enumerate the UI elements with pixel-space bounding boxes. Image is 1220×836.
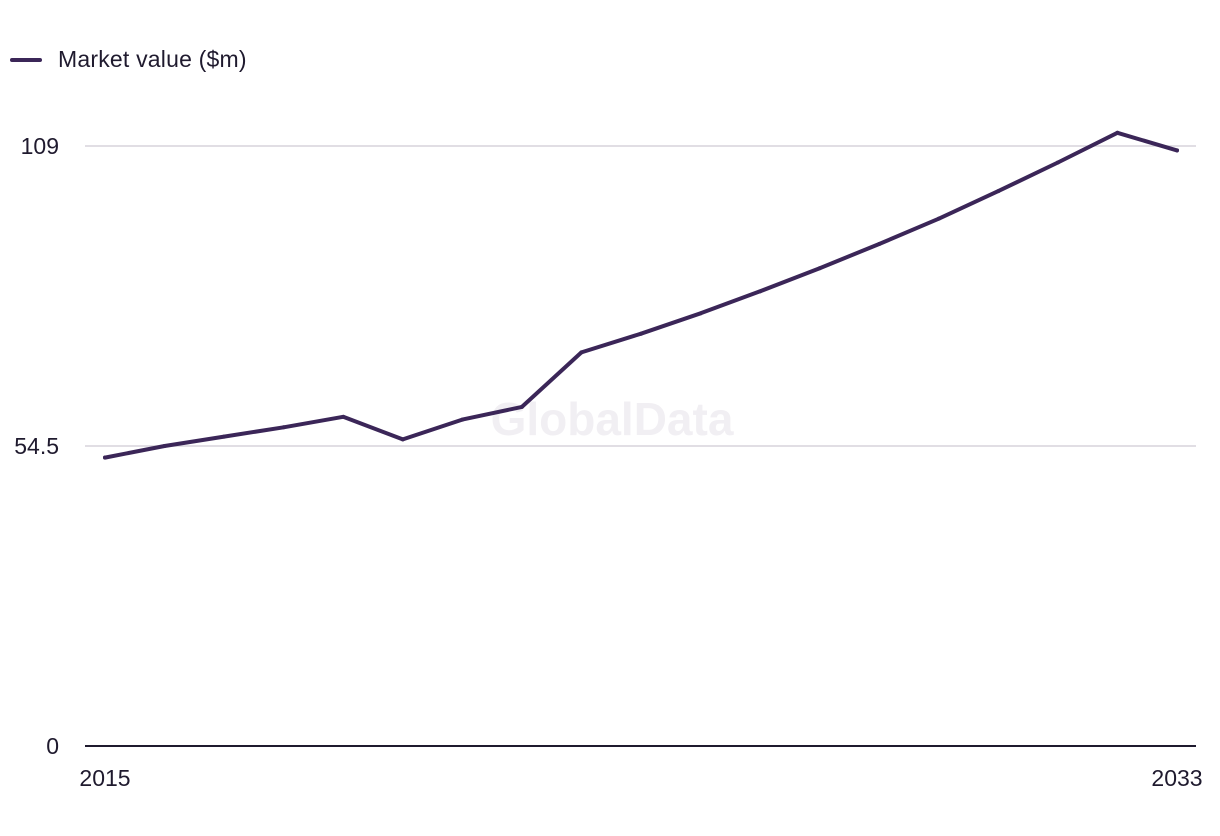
data-point (639, 331, 643, 336)
data-point (877, 241, 882, 246)
x-tick-label: 2033 (1151, 765, 1202, 791)
data-point (1115, 130, 1120, 135)
data-point (1055, 160, 1060, 165)
data-point (460, 417, 465, 422)
series-layer (103, 130, 1179, 460)
data-point (400, 437, 405, 442)
data-point (341, 414, 346, 419)
data-point (817, 266, 822, 271)
data-point (162, 444, 167, 448)
legend-label: Market value ($m) (58, 46, 247, 72)
data-point (758, 289, 763, 294)
y-tick-label: 54.5 (14, 433, 59, 459)
y-tick-label: 0 (46, 733, 59, 759)
tick-labels: 0 54.5 109 2015 2033 (14, 133, 1202, 791)
watermark: GlobalData (491, 393, 734, 445)
x-tick-label: 2015 (79, 765, 130, 791)
legend-line-swatch (10, 57, 42, 62)
data-point (222, 434, 227, 439)
grid-lines (85, 145, 1196, 447)
data-point (1175, 148, 1179, 153)
data-point (936, 216, 941, 221)
data-point (579, 350, 584, 355)
data-point (103, 455, 107, 460)
data-point (698, 311, 703, 316)
data-point (519, 404, 524, 409)
chart-legend: Market value ($m) (10, 46, 247, 73)
data-point (281, 425, 286, 430)
data-point (996, 189, 1001, 194)
y-tick-label: 109 (21, 133, 59, 159)
